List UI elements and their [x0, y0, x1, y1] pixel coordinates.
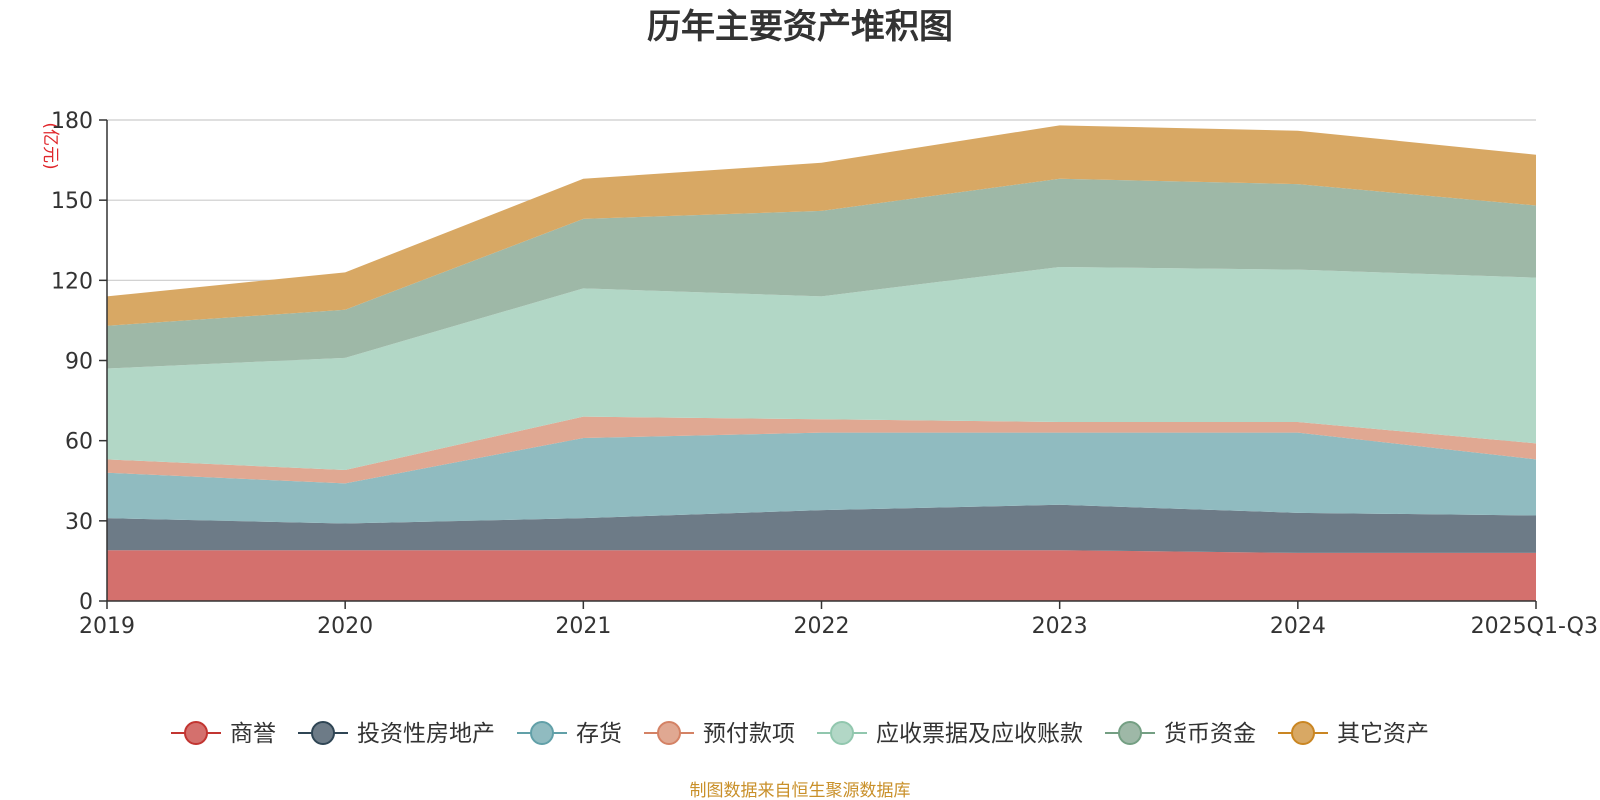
area-3: [107, 416, 1536, 484]
area-1: [107, 504, 1536, 553]
source-note: 制图数据来自恒生聚源数据库: [690, 781, 911, 800]
legend-item-4[interactable]: 应收票据及应收账款: [817, 721, 1083, 747]
y-tick-label-180: 180: [51, 109, 93, 134]
area-series: [107, 125, 1536, 601]
axes: 0 30 60 90 120 150 180 2019 2020 2021 2022 2023 2024…: [51, 109, 1598, 639]
legend-item-1[interactable]: 投资性房地产: [298, 721, 495, 747]
legend-marker-3: [657, 721, 681, 745]
y-tick-label-120: 120: [51, 269, 93, 294]
chart-title: 历年主要资产堆积图: [647, 7, 953, 47]
legend-label-0: 商誉: [230, 721, 276, 747]
area-5: [107, 178, 1536, 369]
y-tick-label-0: 0: [79, 590, 93, 615]
area-0: [107, 550, 1536, 601]
legend-marker-0: [184, 721, 208, 745]
legend-label-2: 存货: [576, 721, 622, 747]
y-tick-label-90: 90: [65, 350, 93, 375]
y-tick-label-60: 60: [65, 430, 93, 455]
legend-marker-5: [1118, 721, 1142, 745]
legend: 商誉 投资性房地产 存货 预付款项 应收票据及应收账款 货币资金 其它资产: [171, 721, 1429, 747]
legend-label-6: 其它资产: [1337, 721, 1429, 747]
x-tick-label-6: 2025Q1-Q3: [1471, 614, 1598, 639]
legend-marker-4: [830, 721, 854, 745]
x-tick-label-2: 2021: [555, 614, 611, 639]
area-4: [107, 266, 1536, 471]
legend-item-5[interactable]: 货币资金: [1105, 721, 1256, 747]
legend-label-5: 货币资金: [1164, 721, 1256, 747]
legend-label-1: 投资性房地产: [357, 721, 495, 747]
legend-label-4: 应收票据及应收账款: [876, 721, 1083, 747]
legend-item-0[interactable]: 商誉: [171, 721, 276, 747]
legend-item-2[interactable]: 存货: [517, 721, 622, 747]
legend-item-6[interactable]: 其它资产: [1278, 721, 1429, 747]
x-tick-label-0: 2019: [79, 614, 135, 639]
area-2: [107, 432, 1536, 524]
x-tick-label-1: 2020: [317, 614, 373, 639]
legend-item-3[interactable]: 预付款项: [644, 721, 795, 747]
x-tick-label-4: 2023: [1032, 614, 1088, 639]
x-tick-label-3: 2022: [794, 614, 850, 639]
y-tick-label-150: 150: [51, 189, 93, 214]
legend-marker-6: [1291, 721, 1315, 745]
y-axis-unit-label: (亿元): [40, 122, 60, 169]
x-tick-label-5: 2024: [1270, 614, 1326, 639]
legend-marker-2: [530, 721, 554, 745]
legend-marker-1: [311, 721, 335, 745]
legend-label-3: 预付款项: [703, 721, 795, 747]
y-tick-label-30: 30: [65, 510, 93, 535]
area-6: [107, 125, 1536, 326]
